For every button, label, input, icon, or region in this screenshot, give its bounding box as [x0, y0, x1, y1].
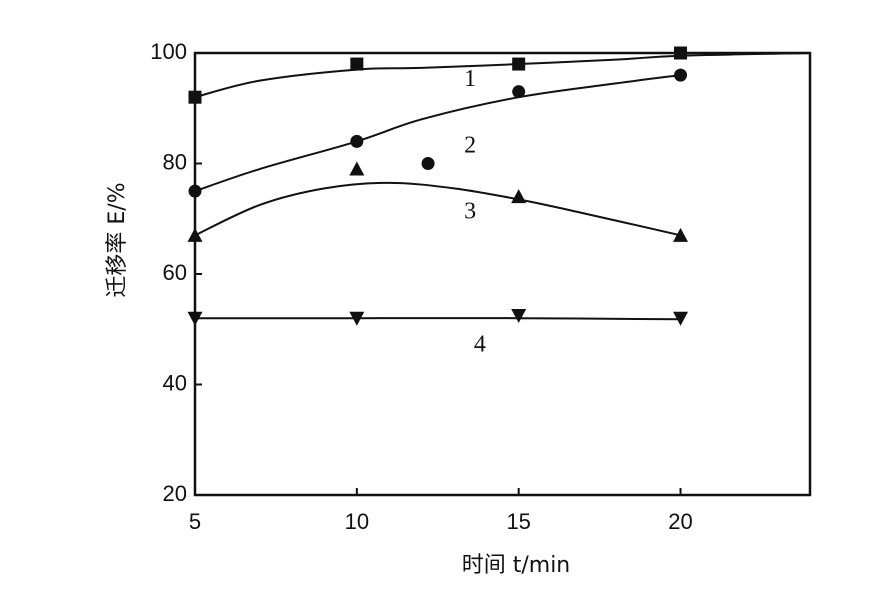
- fit-curve-3: [194, 181, 681, 237]
- x-tick-label: 20: [668, 509, 692, 534]
- series-4-point: [673, 311, 689, 326]
- series-2-point: [350, 134, 364, 148]
- series-2-point: [674, 68, 688, 82]
- series-2-point: [421, 157, 435, 170]
- series-4-point: [349, 311, 365, 326]
- series-2-point: [512, 85, 526, 99]
- x-tick-label: 10: [345, 509, 369, 534]
- series-2-point: [188, 184, 202, 198]
- series-1-point: [188, 90, 202, 104]
- fit-curve-2: [194, 74, 681, 193]
- series-label-2: 2: [464, 132, 476, 158]
- y-tick-label: 80: [163, 149, 187, 174]
- data-markers: [187, 46, 689, 326]
- y-tick-label: 100: [150, 39, 187, 64]
- fit-curves: [194, 52, 811, 321]
- y-tick-label: 40: [163, 370, 187, 395]
- x-tick-label: 5: [189, 509, 201, 534]
- plot-area-frame: [193, 51, 812, 497]
- x-tick-label: 15: [506, 509, 530, 534]
- y-axis-title: 迁移率 E/%: [105, 182, 130, 297]
- series-1-point: [350, 57, 364, 71]
- series-label-3: 3: [464, 199, 476, 225]
- series-3-point: [349, 161, 365, 176]
- series-label-4: 4: [474, 331, 486, 357]
- series-3-point: [187, 227, 203, 242]
- y-axis-ticks: 20 40 60 80 100: [150, 39, 202, 506]
- series-3-point: [673, 227, 689, 242]
- x-axis-title: 时间 t/min: [462, 553, 571, 578]
- series-4-point: [187, 311, 203, 326]
- y-tick-label: 60: [163, 260, 187, 285]
- y-tick-label: 20: [163, 481, 187, 506]
- series-3-point: [511, 189, 527, 204]
- series-labels: 1 2 3 4: [464, 66, 486, 357]
- series-1-point: [674, 46, 688, 60]
- series-label-1: 1: [464, 66, 476, 92]
- series-4-point: [511, 308, 527, 323]
- fit-curve-1: [194, 52, 811, 99]
- series-1-point: [512, 57, 526, 71]
- fit-curve-4: [195, 317, 681, 321]
- x-axis-ticks: 5 10 15 20: [189, 488, 693, 534]
